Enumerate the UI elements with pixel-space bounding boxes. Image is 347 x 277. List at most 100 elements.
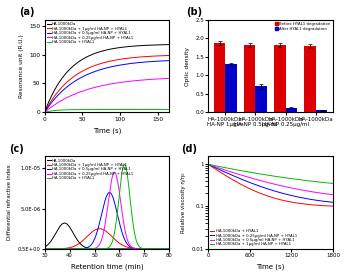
Line: HA-1000kDa + HYAL1: HA-1000kDa + HYAL1 [44, 109, 169, 112]
HA-1000kDa + 1µg/ml HA-NP + HYAL1 [256, 172, 261, 175]
Bar [286, 108, 297, 112]
HA-1000kDa + 0.5µg/ml HA-NP + HYAL1 [331, 193, 335, 196]
HA-1000kDa + 0.5µg/ml HA-NP + HYAL1 [306, 189, 310, 193]
Line: HA-1000kDa: HA-1000kDa [44, 223, 169, 249]
HA-1000kDa + 0.5µg/ml HA-NP + HYAL1 [167, 59, 171, 62]
HA-1000kDa + HYAL1 [167, 247, 171, 250]
HA-1000kDa + HYAL1 [42, 247, 46, 250]
HA-1000kDa + HYAL1 [256, 191, 261, 194]
HA-1000kDa + HYAL1 [304, 202, 308, 206]
Line: HA-1000kDa + HYAL1: HA-1000kDa + HYAL1 [208, 164, 333, 206]
HA-1000kDa + 1µg/ml HA-NP + HYAL1 [102, 61, 106, 64]
HA-1000kDa + 0.25µg/ml HA-NP + HYAL1 [256, 184, 261, 188]
HA-1000kDa + 0.5µg/ml HA-NP + HYAL1 [256, 178, 261, 182]
HA-1000kDa + 0.5µg/ml HA-NP + HYAL1 [42, 111, 46, 114]
HA-1000kDa + 1µg/ml HA-NP + HYAL1 [42, 111, 46, 114]
HA-1000kDa + HYAL1 [145, 108, 149, 111]
Bar [255, 86, 267, 112]
HA-1000kDa [167, 247, 171, 250]
HA-1000kDa [110, 47, 114, 50]
HA-1000kDa + 0.25µg/ml HA-NP + HYAL1 [117, 81, 121, 84]
HA-1000kDa [42, 245, 46, 248]
HA-1000kDa + 1µg/ml HA-NP + HYAL1 [306, 179, 310, 182]
HA-1000kDa + HYAL1 [331, 204, 335, 208]
HA-1000kDa + 0.5µg/ml HA-NP + HYAL1 [103, 67, 107, 70]
HA-1000kDa + HYAL1 [100, 247, 104, 250]
Bar [274, 45, 286, 112]
HA-1000kDa + 0.5µg/ml HA-NP + HYAL1 [261, 180, 265, 183]
HA-1000kDa [102, 49, 106, 52]
Bar [225, 64, 237, 112]
Bar [214, 43, 225, 112]
HA-1000kDa + 0.25µg/ml HA-NP + HYAL1 [141, 247, 145, 250]
X-axis label: Time (s): Time (s) [256, 263, 285, 270]
HA-1000kDa + 0.5µg/ml HA-NP + HYAL1 [42, 247, 46, 250]
Legend: HA-1000kDa + HYAL1, HA-1000kDa + 0.25µg/ml HA-NP + HYAL1, HA-1000kDa + 0.5µg/ml : HA-1000kDa + HYAL1, HA-1000kDa + 0.25µg/… [210, 229, 297, 247]
HA-1000kDa + 0.25µg/ml HA-NP + HYAL1 [145, 78, 149, 81]
HA-1000kDa + 0.5µg/ml HA-NP + HYAL1 [164, 247, 168, 250]
Text: (b): (b) [186, 7, 202, 17]
HA-1000kDa [42, 111, 46, 114]
HA-1000kDa + 1µg/ml HA-NP + HYAL1 [261, 173, 265, 176]
HA-1000kDa + 0.25µg/ml HA-NP + HYAL1 [103, 221, 107, 225]
HA-1000kDa + HYAL1 [117, 108, 121, 111]
HA-1000kDa + 0.5µg/ml HA-NP + HYAL1 [167, 247, 171, 250]
HA-1000kDa [164, 247, 168, 250]
Line: HA-1000kDa + 0.5µg/ml HA-NP + HYAL1: HA-1000kDa + 0.5µg/ml HA-NP + HYAL1 [44, 193, 169, 249]
HA-1000kDa + 0.25µg/ml HA-NP + HYAL1 [167, 77, 171, 80]
Text: (d): (d) [181, 143, 197, 153]
Legend: Before HYAL1 degradation, After HYAL1 degradation: Before HYAL1 degradation, After HYAL1 de… [275, 22, 331, 31]
HA-1000kDa [164, 43, 169, 46]
HA-1000kDa + HYAL1 [219, 171, 223, 174]
HA-1000kDa + 0.5µg/ml HA-NP + HYAL1 [304, 189, 308, 192]
HA-1000kDa + HYAL1 [206, 163, 210, 166]
HA-1000kDa + 0.25µg/ml HA-NP + HYAL1 [206, 163, 210, 166]
HA-1000kDa + 1µg/ml HA-NP + HYAL1 [164, 247, 168, 250]
HA-1000kDa + 0.25µg/ml HA-NP + HYAL1 [100, 237, 104, 240]
HA-1000kDa + 1µg/ml HA-NP + HYAL1 [103, 61, 107, 64]
Y-axis label: Optic density: Optic density [185, 47, 190, 86]
HA-1000kDa + HYAL1 [49, 247, 53, 250]
HA-1000kDa + 0.5µg/ml HA-NP + HYAL1 [102, 67, 106, 70]
HA-1000kDa + 0.25µg/ml HA-NP + HYAL1 [102, 84, 106, 87]
Bar [244, 45, 255, 112]
Legend: HA-1000kDa, HA-1000kDa + 1µg/ml HA-NP + HYAL1, HA-1000kDa + 0.5µg/ml HA-NP + HYA: HA-1000kDa, HA-1000kDa + 1µg/ml HA-NP + … [46, 158, 134, 181]
HA-1000kDa + 1µg/ml HA-NP + HYAL1 [304, 179, 308, 182]
HA-1000kDa + HYAL1 [292, 201, 296, 204]
HA-1000kDa + 0.5µg/ml HA-NP + HYAL1 [100, 211, 104, 214]
Line: HA-1000kDa + 0.25µg/ml HA-NP + HYAL1: HA-1000kDa + 0.25µg/ml HA-NP + HYAL1 [44, 78, 169, 112]
HA-1000kDa + HYAL1 [122, 163, 127, 166]
HA-1000kDa + 1µg/ml HA-NP + HYAL1 [145, 55, 149, 58]
HA-1000kDa + 1µg/ml HA-NP + HYAL1 [141, 247, 145, 250]
HA-1000kDa + 0.25µg/ml HA-NP + HYAL1 [164, 77, 169, 80]
HA-1000kDa + 0.25µg/ml HA-NP + HYAL1 [164, 247, 168, 250]
X-axis label: Retention time (min): Retention time (min) [71, 263, 143, 270]
HA-1000kDa + HYAL1 [110, 108, 114, 111]
Line: HA-1000kDa + 1µg/ml HA-NP + HYAL1: HA-1000kDa + 1µg/ml HA-NP + HYAL1 [44, 55, 169, 112]
Line: HA-1000kDa + 1µg/ml HA-NP + HYAL1: HA-1000kDa + 1µg/ml HA-NP + HYAL1 [208, 164, 333, 183]
HA-1000kDa + 0.5µg/ml HA-NP + HYAL1 [219, 167, 223, 170]
Line: HA-1000kDa + HYAL1: HA-1000kDa + HYAL1 [44, 164, 169, 249]
HA-1000kDa + 1µg/ml HA-NP + HYAL1 [206, 163, 210, 166]
HA-1000kDa + 0.25µg/ml HA-NP + HYAL1 [261, 186, 265, 189]
Line: HA-1000kDa + 1µg/ml HA-NP + HYAL1: HA-1000kDa + 1µg/ml HA-NP + HYAL1 [44, 229, 169, 249]
HA-1000kDa + HYAL1 [261, 193, 265, 196]
Text: (a): (a) [19, 7, 35, 17]
HA-1000kDa + 0.25µg/ml HA-NP + HYAL1 [306, 197, 310, 201]
HA-1000kDa + 0.5µg/ml HA-NP + HYAL1 [103, 198, 107, 201]
HA-1000kDa + 1µg/ml HA-NP + HYAL1 [164, 54, 169, 57]
HA-1000kDa + 0.5µg/ml HA-NP + HYAL1 [107, 191, 111, 194]
HA-1000kDa [100, 247, 104, 250]
HA-1000kDa [141, 247, 145, 250]
HA-1000kDa + 1µg/ml HA-NP + HYAL1 [110, 59, 114, 62]
HA-1000kDa + 0.5µg/ml HA-NP + HYAL1 [206, 163, 210, 166]
Line: HA-1000kDa + 0.25µg/ml HA-NP + HYAL1: HA-1000kDa + 0.25µg/ml HA-NP + HYAL1 [208, 164, 333, 202]
HA-1000kDa + HYAL1 [141, 247, 145, 250]
HA-1000kDa + 0.5µg/ml HA-NP + HYAL1 [164, 59, 169, 62]
Y-axis label: Differential refractive index: Differential refractive index [7, 165, 12, 240]
Bar [316, 110, 327, 112]
HA-1000kDa [164, 247, 168, 250]
Line: HA-1000kDa + 0.5µg/ml HA-NP + HYAL1: HA-1000kDa + 0.5µg/ml HA-NP + HYAL1 [208, 164, 333, 195]
HA-1000kDa + 1µg/ml HA-NP + HYAL1 [42, 247, 46, 250]
HA-1000kDa + 1µg/ml HA-NP + HYAL1 [219, 165, 223, 168]
